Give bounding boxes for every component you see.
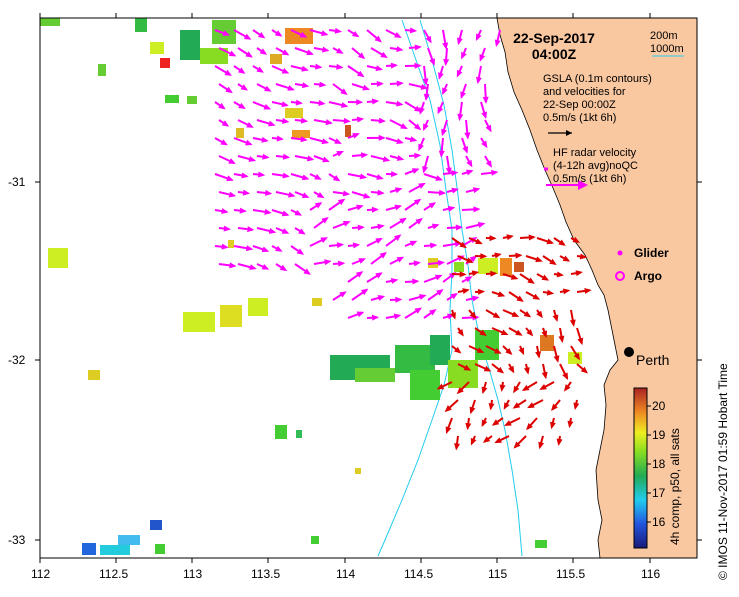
hf-legend: HF radar velocity (4-12h avg)noQC 0.5m/s…: [553, 147, 638, 186]
lon-tick-113: 113: [183, 567, 202, 581]
gsla-legend: GSLA (0.1m contours) and velocities for …: [543, 73, 652, 125]
date-label: 22-Sep-2017 04:00Z: [500, 30, 608, 62]
hf-legend-scale: 0.5m/s (1kt 6h): [553, 173, 638, 186]
lon-tick-115-5: 115.5: [556, 567, 585, 581]
gsla-legend-line-3: 22-Sep 00:00Z: [543, 99, 652, 112]
lon-tick-112-5: 112.5: [99, 567, 128, 581]
perth-label: Perth: [636, 352, 669, 368]
lat-tick-33: -33: [8, 533, 25, 547]
colorbar-label: 4h comp, p50, all sats: [668, 428, 682, 545]
gsla-legend-line-2: and velocities for: [543, 86, 652, 99]
lon-tick-114: 114: [336, 567, 355, 581]
colorbar-tick-17: 17: [652, 486, 665, 500]
hf-legend-line-1: HF radar velocity: [553, 147, 638, 160]
colorbar-tick-16: 16: [652, 515, 665, 529]
date-line-2: 04:00Z: [500, 46, 608, 62]
hf-legend-line-2: (4-12h avg)noQC: [553, 160, 638, 173]
lon-tick-112: 112: [31, 567, 50, 581]
isobath-legend-1000: 1000m: [650, 43, 684, 56]
colorbar: [634, 388, 647, 548]
colorbar-tick-18: 18: [652, 457, 665, 471]
imos-credit: © IMOS 11-Nov-2017 01:59 Hobart Time: [716, 363, 730, 580]
lat-tick-31: -31: [8, 175, 25, 189]
lon-tick-114-5: 114.5: [404, 567, 433, 581]
date-line-1: 22-Sep-2017: [500, 30, 608, 46]
glider-label: Glider: [634, 246, 669, 260]
lon-tick-115: 115: [488, 567, 507, 581]
lat-tick-32: -32: [8, 353, 25, 367]
gsla-legend-scale: 0.5m/s (1kt 6h): [543, 112, 652, 125]
gsla-legend-line-1: GSLA (0.1m contours): [543, 73, 652, 86]
glider-marker: [618, 251, 623, 256]
argo-label: Argo: [634, 269, 662, 283]
lon-tick-116: 116: [641, 567, 660, 581]
perth-marker: [624, 347, 634, 357]
colorbar-tick-20: 20: [652, 399, 665, 413]
isobath-legend-200: 200m: [650, 30, 678, 43]
lon-tick-113-5: 113.5: [251, 567, 280, 581]
colorbar-tick-19: 19: [652, 428, 665, 442]
